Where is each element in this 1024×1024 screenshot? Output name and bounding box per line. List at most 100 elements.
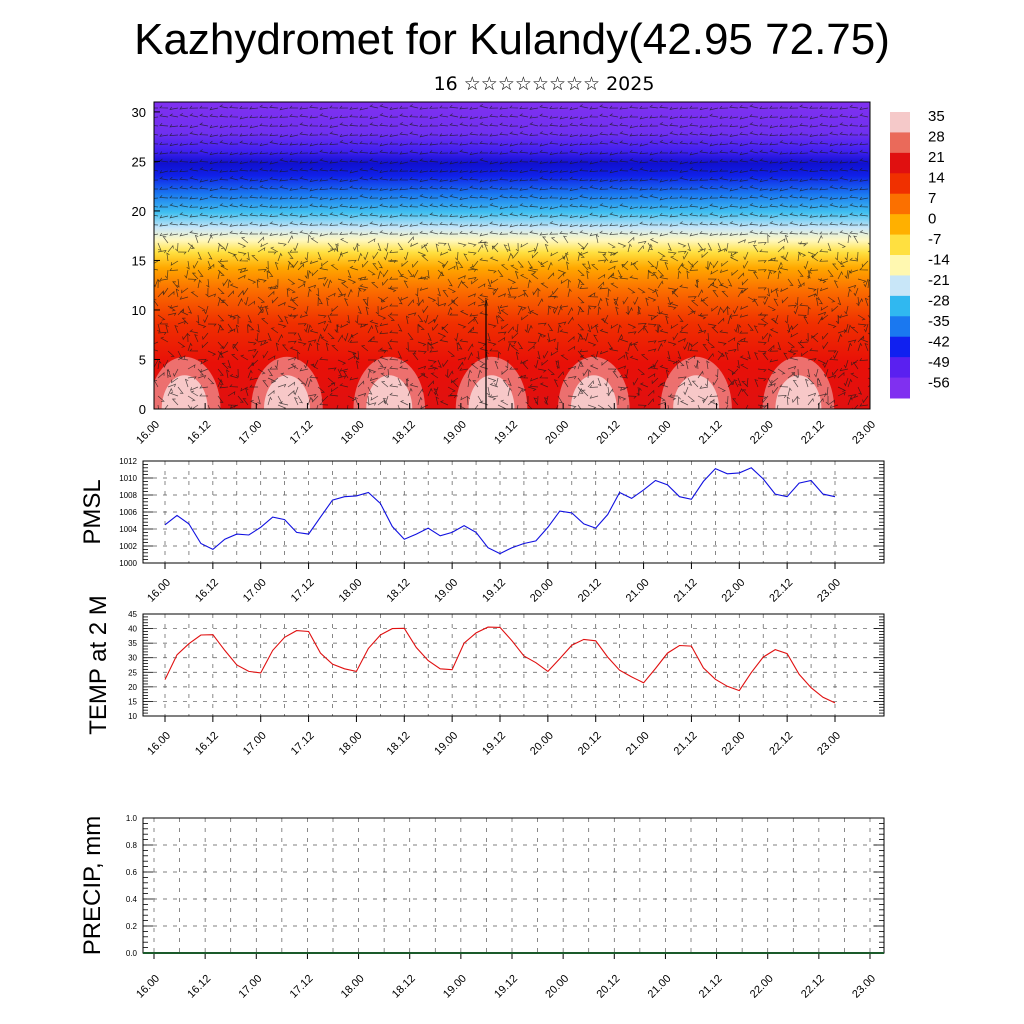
wind-barb [709,107,719,111]
wind-barb [279,223,289,227]
wind-barb [457,323,467,329]
wind-barb [509,186,519,190]
wind-barb [719,329,729,334]
wind-barb [187,333,191,343]
wind-barb [539,213,549,217]
wind-barb [289,151,299,156]
wind-barb [232,341,239,350]
wind-barb [309,222,319,226]
wind-barb [319,149,329,154]
wind-barb [747,240,757,244]
wind-barb [439,105,449,109]
wind-barb [409,196,419,200]
wind-barb [447,306,453,316]
wind-barb [581,263,589,271]
wind-barb [179,195,188,199]
wind-barb [639,187,649,191]
wind-barb [494,360,499,370]
wind-barb [497,331,507,335]
wind-barb [760,318,769,325]
wind-barb [496,315,500,325]
wind-barb [719,149,729,154]
wind-barb [719,195,729,199]
wind-barb [629,158,639,163]
wind-barb [809,158,819,163]
wind-barb [419,142,429,146]
wind-barb [769,221,779,226]
wind-barb [197,375,207,379]
wind-barb [799,132,809,136]
wind-barb [569,122,579,127]
warm-core-center [161,375,208,409]
wind-barb [789,141,799,145]
wind-barb [169,169,179,173]
wind-barb [530,273,539,280]
wind-barb [274,261,279,271]
wind-barb [297,323,307,327]
wind-barb [321,260,329,267]
wind-barb [717,317,725,325]
wind-barb [154,233,159,236]
wind-barb [389,168,399,172]
wind-barb [459,176,469,181]
wind-barb [449,392,459,397]
wind-barb [667,395,677,401]
wind-barb [439,150,449,154]
wind-barb [489,141,498,145]
wind-barb [649,152,659,156]
wind-barb [179,356,189,361]
wind-barb [659,133,669,137]
wind-barb [629,230,639,235]
wind-barb [217,314,225,322]
wind-barb [599,186,609,190]
wind-barb [477,241,487,245]
wind-barb [829,177,839,181]
wind-barb [837,242,846,249]
wind-barb [189,141,199,145]
wind-barb [861,260,869,268]
wind-barb [369,132,379,136]
wind-barb [159,204,168,208]
wind-barb [170,260,179,266]
wind-barb [239,212,249,217]
wind-barb [579,142,589,146]
wind-barb [389,365,399,370]
wind-barb [595,234,600,244]
wind-barb [499,142,509,147]
wind-barb [429,185,439,190]
wind-barb [199,179,209,183]
wind-barb [309,123,319,127]
wind-barb [609,347,619,352]
x-tick-label: 21.00 [624,730,652,758]
wind-barb [429,168,439,173]
wind-barb [179,185,189,190]
wind-barb [199,185,209,190]
wind-barb [689,141,699,145]
y-tick-label: 0.8 [126,841,138,850]
wind-barb [449,104,459,109]
wind-barb [739,131,749,136]
y-tick-label: 0.2 [126,922,138,931]
wind-barb [681,323,689,330]
wind-barb [167,350,175,358]
wind-barb [819,195,829,199]
wind-barb [597,297,603,307]
wind-barb [847,342,853,352]
wind-barb [667,296,672,306]
colorbar-swatch [890,255,910,276]
wind-barb [587,323,592,333]
wind-barb [659,257,669,262]
wind-barb [409,158,419,163]
wind-barb [719,214,729,219]
wind-barb [687,310,696,316]
wind-barb [729,141,739,145]
wind-barb [467,326,475,334]
wind-barb [377,242,382,252]
wind-barb [277,334,284,343]
wind-barb [863,278,869,288]
wind-barb [299,314,309,318]
wind-barb [642,325,649,334]
wind-barb [671,290,679,298]
wind-barb [559,123,569,127]
wind-barb [437,332,447,338]
